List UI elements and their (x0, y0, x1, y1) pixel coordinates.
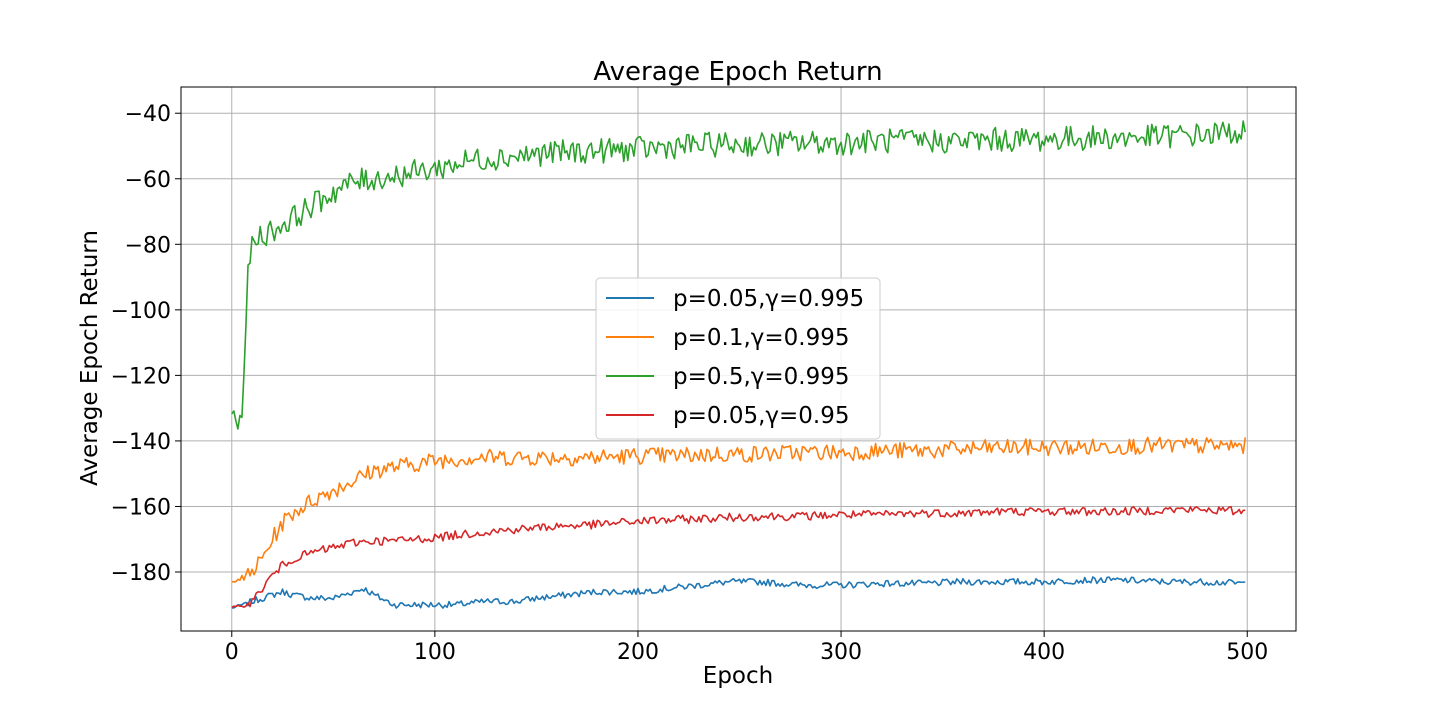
series-line-s1 (231, 576, 1246, 609)
chart-title: Average Epoch Return (593, 57, 882, 87)
x-tick-label: 500 (1226, 640, 1268, 665)
legend-label-s2: p=0.1,γ=0.995 (673, 325, 850, 351)
legend-label-s4: p=0.05,γ=0.95 (673, 403, 850, 429)
series-line-s2 (231, 436, 1247, 583)
y-tick-label: −100 (111, 299, 171, 324)
legend: p=0.05,γ=0.995 p=0.1,γ=0.995 p=0.5,γ=0.995… (595, 277, 881, 440)
x-tick-label: 100 (414, 640, 456, 665)
grid (181, 87, 1296, 631)
y-tick-label: −60 (125, 168, 171, 193)
y-tick-label: −180 (111, 561, 171, 586)
legend-label-s1: p=0.05,γ=0.995 (673, 286, 864, 312)
series-layer (231, 120, 1247, 609)
y-tick-label: −40 (125, 102, 171, 127)
x-tick-label: 400 (1023, 640, 1065, 665)
legend-label-s3: p=0.5,γ=0.995 (673, 364, 850, 390)
y-tick-label: −120 (111, 364, 171, 389)
legend-box (595, 277, 881, 440)
y-tick-label: −80 (125, 233, 171, 258)
x-tick-label: 300 (820, 640, 862, 665)
axis-ticks: 0 100 200 300 400 500 −180 −160 −140 −120 −100 −80 −… (111, 102, 1269, 665)
y-axis-label: Average Epoch Return (77, 230, 103, 486)
series-line-s3 (231, 120, 1247, 430)
plot-frame (180, 86, 1297, 632)
y-tick-label: −140 (111, 430, 171, 455)
x-tick-label: 0 (225, 640, 239, 665)
series-line-s4 (231, 505, 1246, 609)
y-tick-label: −160 (111, 495, 171, 520)
x-axis-label: Epoch (703, 663, 773, 689)
x-tick-label: 200 (617, 640, 659, 665)
